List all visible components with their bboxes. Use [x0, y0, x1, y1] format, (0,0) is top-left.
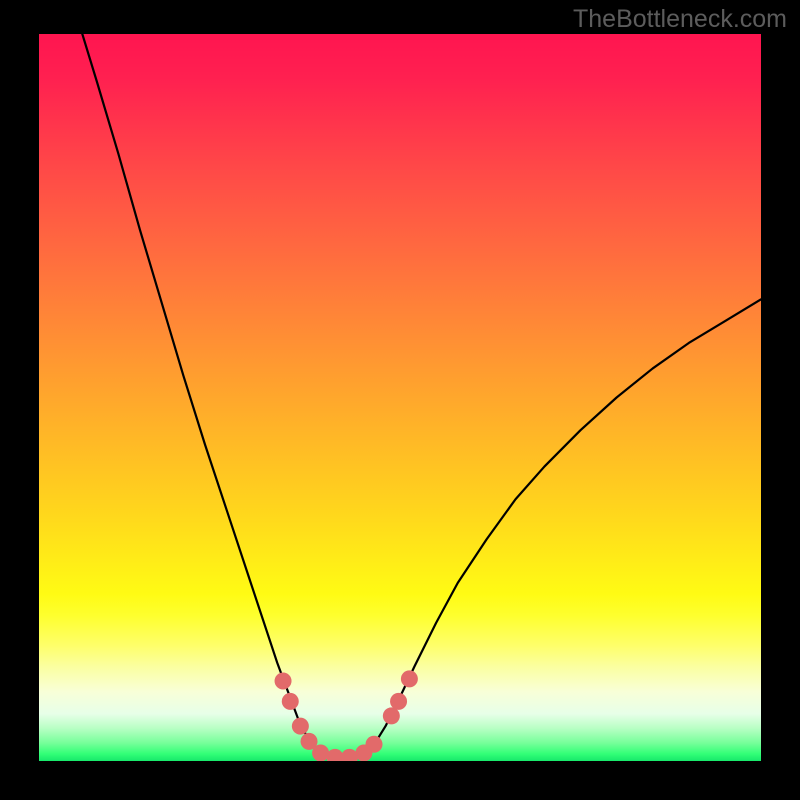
gradient-rect: [39, 34, 761, 761]
curve-marker: [282, 693, 299, 710]
watermark-text: TheBottleneck.com: [573, 5, 787, 34]
curve-marker: [275, 673, 292, 690]
chart-stage: TheBottleneck.com: [0, 0, 800, 800]
curve-marker: [401, 670, 418, 687]
curve-marker: [383, 707, 400, 724]
curve-marker: [366, 736, 383, 753]
plot-background: [39, 34, 761, 761]
curve-marker: [312, 745, 329, 762]
curve-marker: [390, 693, 407, 710]
curve-marker: [292, 718, 309, 735]
